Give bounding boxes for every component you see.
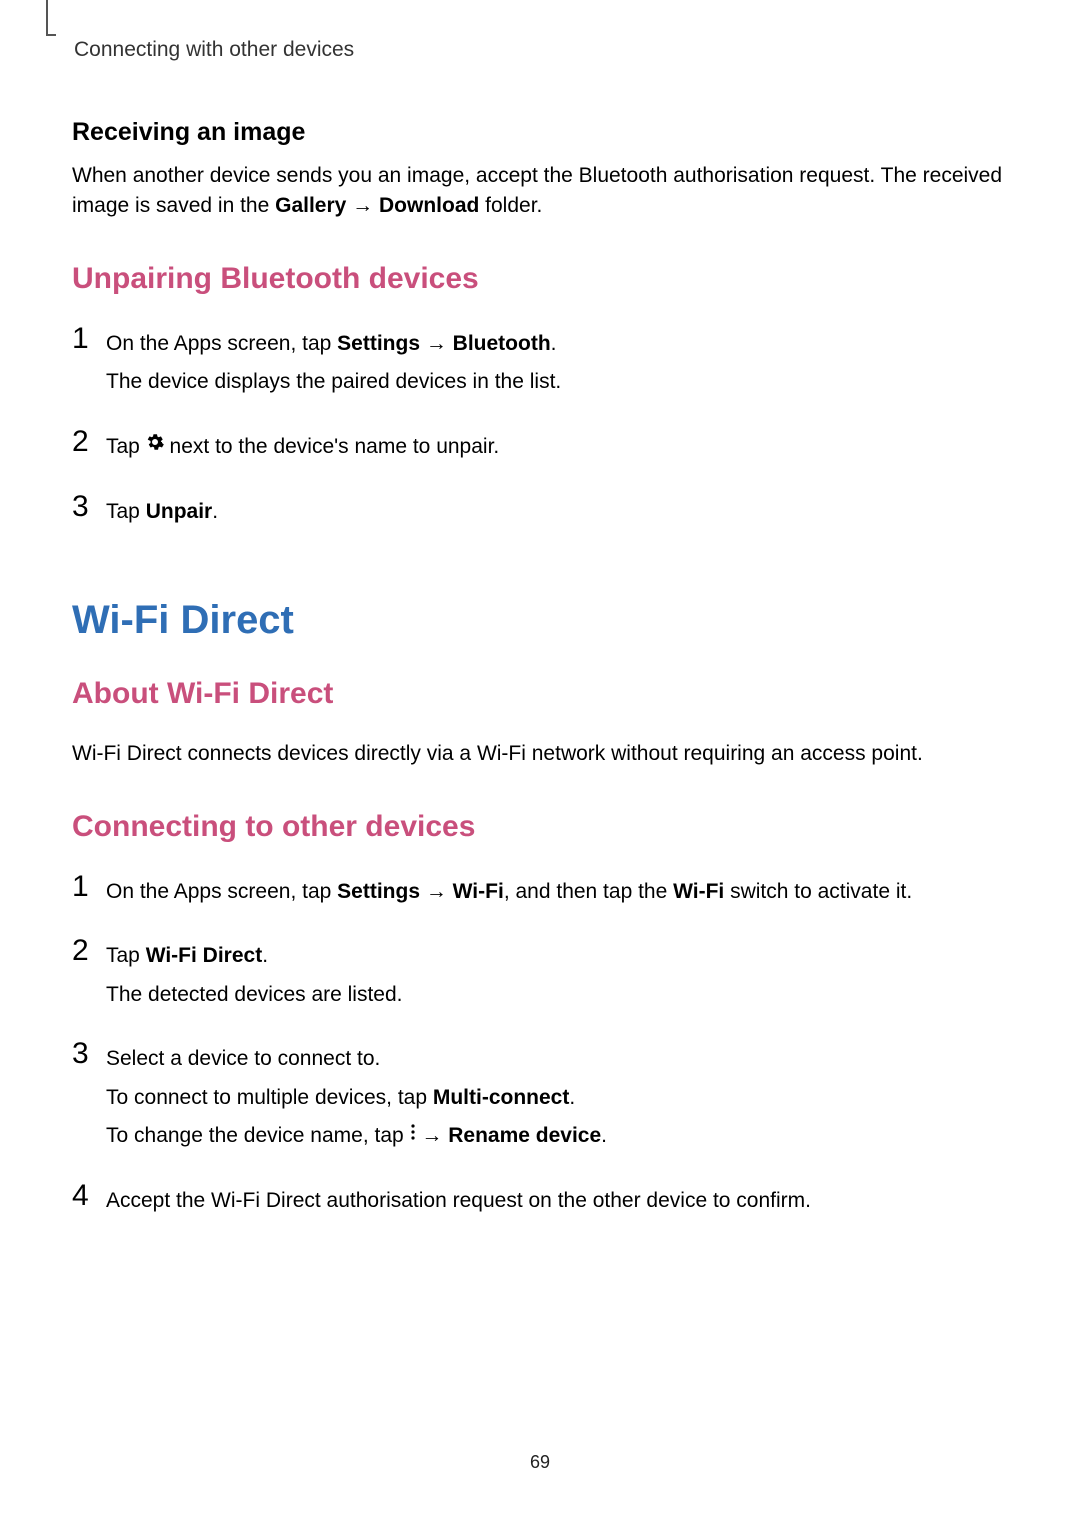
text: To change the device name, tap xyxy=(106,1124,410,1147)
step-number: 1 xyxy=(72,324,106,354)
text: . xyxy=(212,500,218,523)
paragraph-receiving: When another device sends you an image, … xyxy=(72,161,1008,222)
step-number: 3 xyxy=(72,492,106,522)
bold-multi-connect: Multi-connect xyxy=(433,1086,570,1109)
step-number: 1 xyxy=(72,872,106,902)
text: . xyxy=(551,332,557,355)
text: , and then tap the xyxy=(504,880,673,903)
heading-about-wifi: About Wi-Fi Direct xyxy=(72,677,1008,711)
step-body: Accept the Wi-Fi Direct authorisation re… xyxy=(106,1181,811,1224)
gear-icon xyxy=(146,429,164,462)
step-number: 4 xyxy=(72,1181,106,1211)
text: . xyxy=(262,944,268,967)
text: switch to activate it. xyxy=(724,880,912,903)
step-number: 3 xyxy=(72,1039,106,1069)
step-2-connect: 2 Tap Wi-Fi Direct. The detected devices… xyxy=(72,936,1008,1017)
bold-rename: Rename device xyxy=(448,1124,601,1147)
step-body: Tap Wi-Fi Direct. The detected devices a… xyxy=(106,936,403,1017)
bold-wifi-2: Wi-Fi xyxy=(673,880,724,903)
text: The device displays the paired devices i… xyxy=(106,366,561,399)
text: On the Apps screen, tap xyxy=(106,332,337,355)
step-2-unpair: 2 Tap next to the device's name to unpai… xyxy=(72,427,1008,470)
heading-unpairing: Unpairing Bluetooth devices xyxy=(72,262,1008,296)
arrow-icon: → xyxy=(420,332,453,355)
step-body: Tap next to the device's name to unpair. xyxy=(106,427,499,470)
bold-gallery: Gallery xyxy=(275,194,346,217)
more-icon xyxy=(410,1119,416,1152)
text: The detected devices are listed. xyxy=(106,979,403,1012)
step-3-unpair: 3 Tap Unpair. xyxy=(72,492,1008,535)
text: . xyxy=(569,1086,575,1109)
arrow-icon: → xyxy=(346,194,379,217)
bold-unpair: Unpair xyxy=(146,500,213,523)
text: Tap xyxy=(106,944,146,967)
step-body: Tap Unpair. xyxy=(106,492,218,535)
step-number: 2 xyxy=(72,427,106,457)
step-body: On the Apps screen, tap Settings → Wi-Fi… xyxy=(106,872,912,915)
step-number: 2 xyxy=(72,936,106,966)
step-1-unpair: 1 On the Apps screen, tap Settings → Blu… xyxy=(72,324,1008,405)
heading-receiving: Receiving an image xyxy=(72,118,1008,147)
heading-connecting: Connecting to other devices xyxy=(72,810,1008,844)
step-3-connect: 3 Select a device to connect to. To conn… xyxy=(72,1039,1008,1159)
text: Tap xyxy=(106,500,146,523)
breadcrumb: Connecting with other devices xyxy=(74,38,1008,62)
step-body: On the Apps screen, tap Settings → Bluet… xyxy=(106,324,561,405)
text: On the Apps screen, tap xyxy=(106,880,337,903)
bold-wifi: Wi-Fi xyxy=(453,880,504,903)
paragraph-about: Wi-Fi Direct connects devices directly v… xyxy=(72,739,1008,769)
bold-settings: Settings xyxy=(337,880,420,903)
text: folder. xyxy=(479,194,542,217)
heading-wifi-direct: Wi-Fi Direct xyxy=(72,598,1008,643)
bold-wifi-direct: Wi-Fi Direct xyxy=(146,944,262,967)
arrow-icon: → xyxy=(416,1124,449,1147)
arrow-icon: → xyxy=(420,880,453,903)
text: next to the device's name to unpair. xyxy=(164,435,500,458)
bold-bluetooth: Bluetooth xyxy=(453,332,551,355)
step-4-connect: 4 Accept the Wi-Fi Direct authorisation … xyxy=(72,1181,1008,1224)
step-body: Select a device to connect to. To connec… xyxy=(106,1039,607,1159)
bold-settings: Settings xyxy=(337,332,420,355)
corner-mark xyxy=(46,0,56,36)
text: Tap xyxy=(106,435,146,458)
text: Accept the Wi-Fi Direct authorisation re… xyxy=(106,1185,811,1218)
step-1-connect: 1 On the Apps screen, tap Settings → Wi-… xyxy=(72,872,1008,915)
page-number: 69 xyxy=(0,1452,1080,1473)
page-content: Connecting with other devices Receiving … xyxy=(0,0,1080,1224)
text: To connect to multiple devices, tap xyxy=(106,1086,433,1109)
text: Select a device to connect to. xyxy=(106,1043,607,1076)
bold-download: Download xyxy=(379,194,479,217)
text: . xyxy=(601,1124,607,1147)
